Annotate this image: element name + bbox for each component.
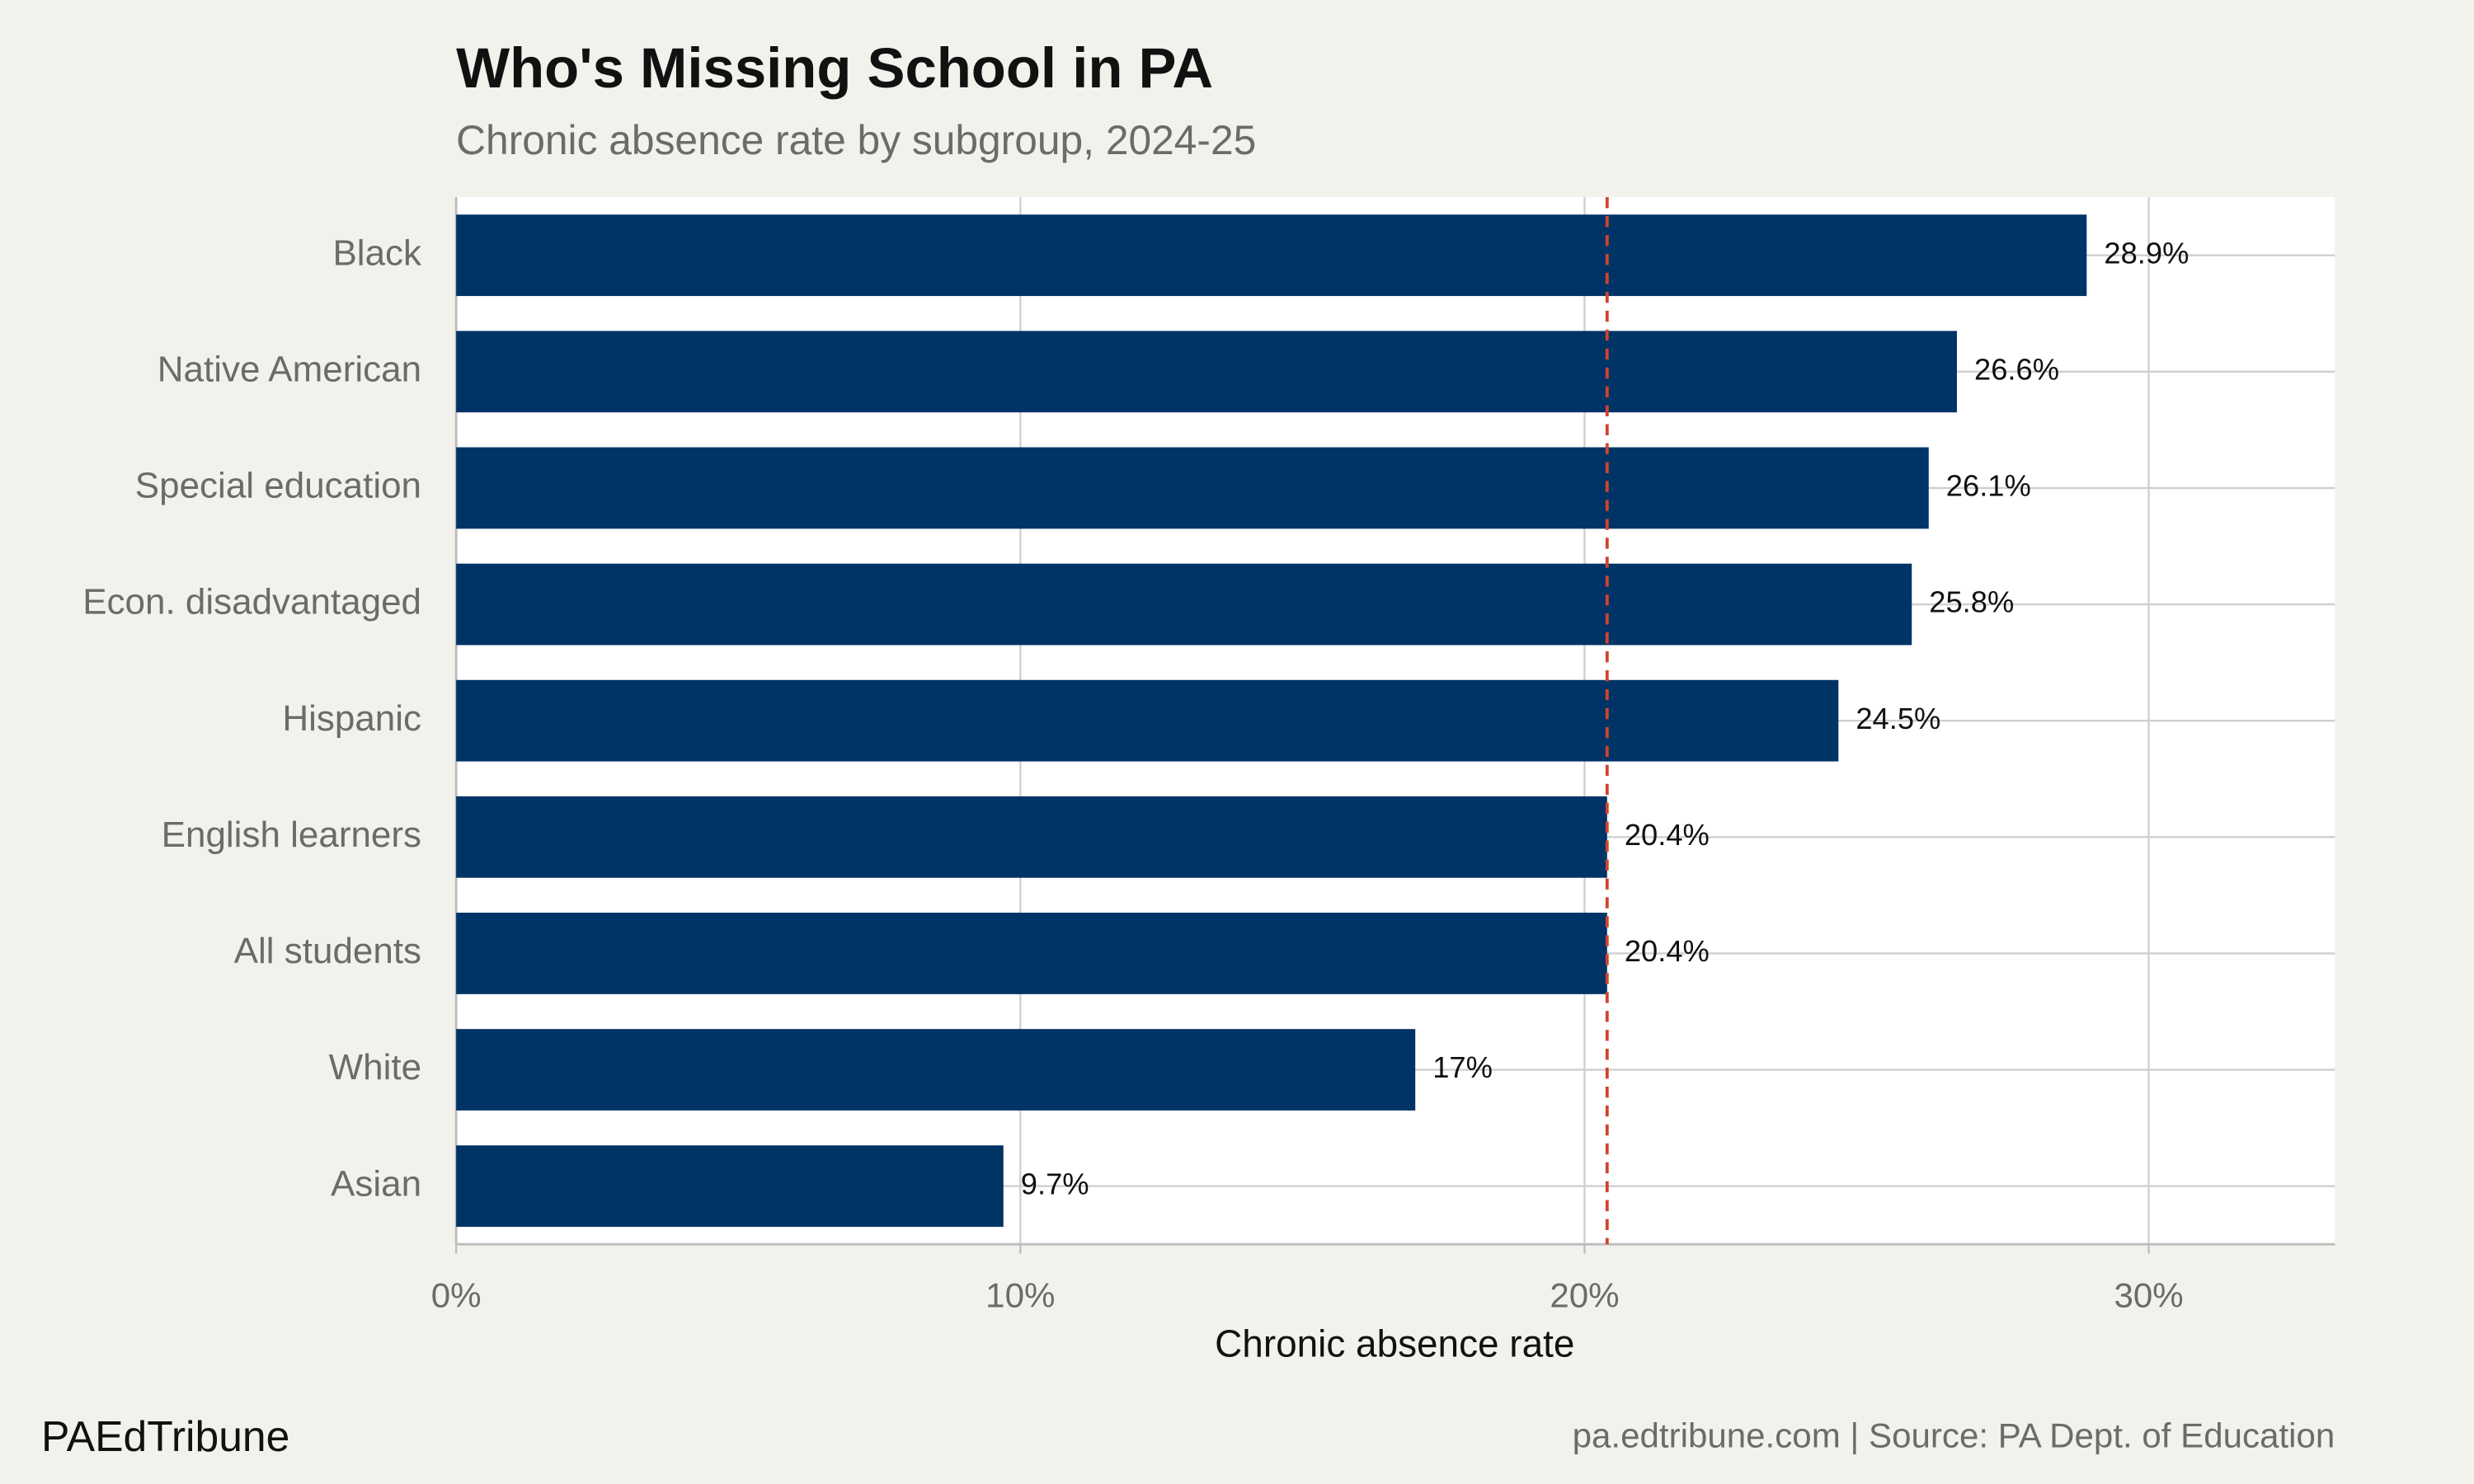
brand: PAEdTribune [41, 1412, 289, 1460]
bar [456, 331, 1957, 413]
bar [456, 913, 1607, 994]
y-tick-label: All students [234, 931, 421, 971]
y-tick-label: Native American [158, 349, 421, 389]
bar [456, 1029, 1416, 1111]
bar [456, 447, 1929, 529]
value-label: 24.5% [1856, 702, 1940, 735]
value-label: 17% [1432, 1050, 1493, 1084]
y-tick-label: English learners [162, 815, 421, 855]
value-label: 20.4% [1625, 934, 1710, 968]
y-tick-label: Special education [135, 466, 421, 506]
bar [456, 796, 1607, 878]
y-tick-label: Asian [331, 1163, 421, 1204]
value-label: 25.8% [1929, 585, 2014, 619]
source: pa.edtribune.com | Source: PA Dept. of E… [1573, 1416, 2335, 1455]
value-label: 26.6% [1974, 352, 2059, 386]
x-axis-label: Chronic absence rate [1215, 1322, 1574, 1365]
y-tick-label: Black [332, 232, 422, 273]
value-label: 28.9% [2104, 236, 2189, 270]
chart-subtitle: Chronic absence rate by subgroup, 2024-2… [456, 117, 1256, 163]
bar [456, 1145, 1004, 1228]
x-tick-label: 10% [985, 1275, 1055, 1314]
value-label: 9.7% [1021, 1167, 1089, 1200]
bar [456, 214, 2087, 297]
x-tick-label: 0% [431, 1275, 482, 1314]
value-label: 26.1% [1946, 469, 2031, 503]
x-tick-label: 20% [1550, 1275, 1619, 1314]
bar [456, 563, 1912, 646]
y-tick-label: White [329, 1047, 421, 1087]
y-tick-label: Hispanic [282, 698, 421, 739]
value-label: 20.4% [1625, 818, 1710, 852]
bar [456, 679, 1839, 762]
y-tick-label: Econ. disadvantaged [82, 582, 421, 622]
chart-title: Who's Missing School in PA [456, 36, 1213, 100]
x-tick-label: 30% [2114, 1275, 2183, 1314]
